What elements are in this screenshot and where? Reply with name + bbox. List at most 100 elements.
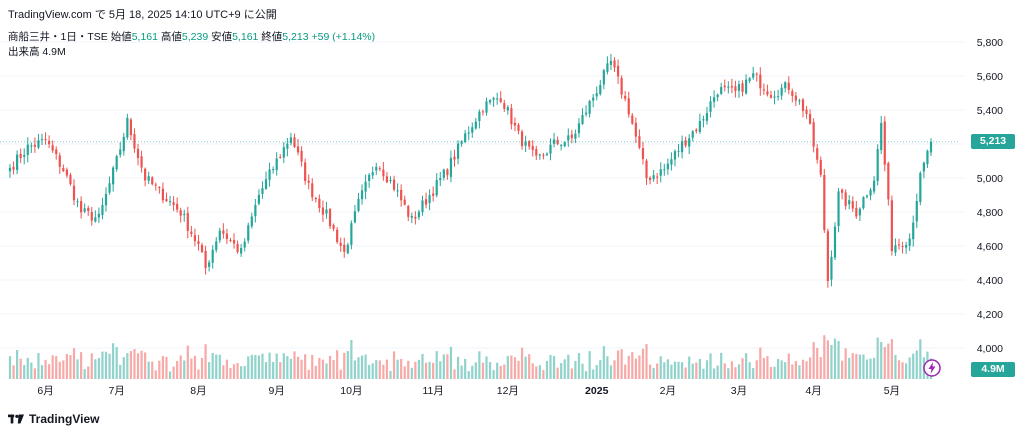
volume-bar [773, 366, 776, 379]
volume-bar [496, 362, 499, 379]
volume-bar [318, 357, 321, 379]
volume-bar [247, 356, 250, 379]
volume-bar [631, 352, 634, 379]
candle-body [12, 166, 15, 170]
candle-body [208, 262, 211, 267]
candle-body [720, 87, 723, 94]
candle-body [112, 167, 115, 185]
volume-bar [634, 358, 637, 379]
candle-body [897, 244, 901, 246]
y-axis: 4,0004,2004,4004,6004,8005,0005,2005,400… [977, 37, 1003, 355]
y-tick-label: 4,400 [977, 275, 1003, 287]
volume-bar [787, 353, 790, 379]
volume-bar [531, 363, 534, 379]
symbol-label[interactable]: 商船三井・1日・TSE [8, 31, 108, 43]
candle-body [389, 180, 392, 182]
candle-body [332, 225, 335, 229]
candle-body [492, 97, 495, 100]
volume-bar [798, 365, 801, 379]
candle-body [848, 200, 851, 205]
volume-bar [915, 350, 918, 379]
volume-bar [503, 364, 506, 379]
x-tick-label: 3月 [731, 385, 747, 397]
volume-bar [901, 362, 904, 379]
volume-bar [168, 371, 172, 379]
volume-bar [229, 367, 232, 379]
x-tick-label: 7月 [109, 385, 125, 397]
candle-body [890, 200, 893, 252]
volume-bar [389, 370, 392, 379]
volume-bar [517, 360, 520, 379]
candle-body [126, 117, 129, 138]
candle-body [467, 132, 470, 134]
candle-body [58, 155, 61, 167]
volume-bar [432, 362, 435, 379]
candle-body [339, 242, 342, 246]
volume-bar [748, 362, 751, 379]
x-tick-label: 4月 [805, 385, 821, 397]
volume-bar [752, 368, 755, 379]
candle-body [76, 201, 79, 203]
volume-bar [595, 365, 598, 379]
candle-body [385, 176, 389, 183]
volume-bar [890, 339, 893, 379]
volume-bar [439, 361, 442, 379]
candle-body [424, 199, 428, 205]
volume-bar [528, 354, 531, 379]
volume-bar [240, 366, 243, 379]
volume-bar [108, 353, 111, 379]
candle-body [762, 89, 765, 91]
volume-bar [353, 360, 357, 379]
volume-bar [823, 335, 826, 379]
candle-body [624, 95, 627, 99]
candle-body [69, 174, 72, 185]
volume-bar [279, 362, 282, 379]
candle-body [222, 230, 225, 234]
volume-bar [261, 353, 264, 379]
volume-bar [172, 366, 175, 379]
candle-body [858, 208, 861, 216]
volume-bar [560, 363, 563, 379]
volume-bar [588, 351, 591, 379]
volume-bar [641, 348, 645, 379]
volume-bar [865, 359, 869, 379]
candle-body [104, 193, 108, 206]
volume-bar [791, 364, 794, 379]
volume-bar [848, 357, 851, 379]
lightning-icon[interactable] [923, 359, 941, 377]
candle-body [179, 210, 182, 216]
volume-bar [766, 356, 769, 379]
volume-bar [702, 368, 705, 379]
volume-bar [698, 358, 701, 379]
candle-body [350, 223, 353, 245]
volume-bar [435, 351, 438, 379]
volume-bar [33, 368, 36, 379]
volume-bar [535, 366, 538, 379]
candle-body [506, 107, 509, 111]
candle-body [873, 180, 876, 192]
candle-body [535, 149, 538, 156]
y-tick-label: 5,400 [977, 105, 1003, 117]
candle-body [23, 154, 26, 157]
candle-body [784, 82, 787, 89]
volume-bar [705, 360, 709, 379]
volume-bars [8, 335, 933, 379]
x-tick-label: 2月 [660, 385, 676, 397]
candle-body [652, 175, 655, 180]
volume-bar [485, 356, 488, 379]
candle-body [328, 209, 332, 227]
volume-bar [919, 339, 922, 379]
candle-body [183, 213, 186, 216]
volume-bar [570, 368, 573, 379]
volume-bar [112, 343, 115, 379]
volume-bar [339, 369, 342, 379]
candle-body [382, 169, 385, 177]
candle-body [474, 121, 477, 129]
volume-bar [830, 344, 833, 379]
candle-body [161, 188, 165, 201]
candle-body [172, 202, 175, 206]
volume-bar [257, 355, 261, 379]
price-chart[interactable]: 4,0004,2004,4004,6004,8005,0005,2005,400… [0, 26, 1024, 406]
volume-bar [776, 359, 780, 379]
volume-bar [144, 352, 147, 379]
